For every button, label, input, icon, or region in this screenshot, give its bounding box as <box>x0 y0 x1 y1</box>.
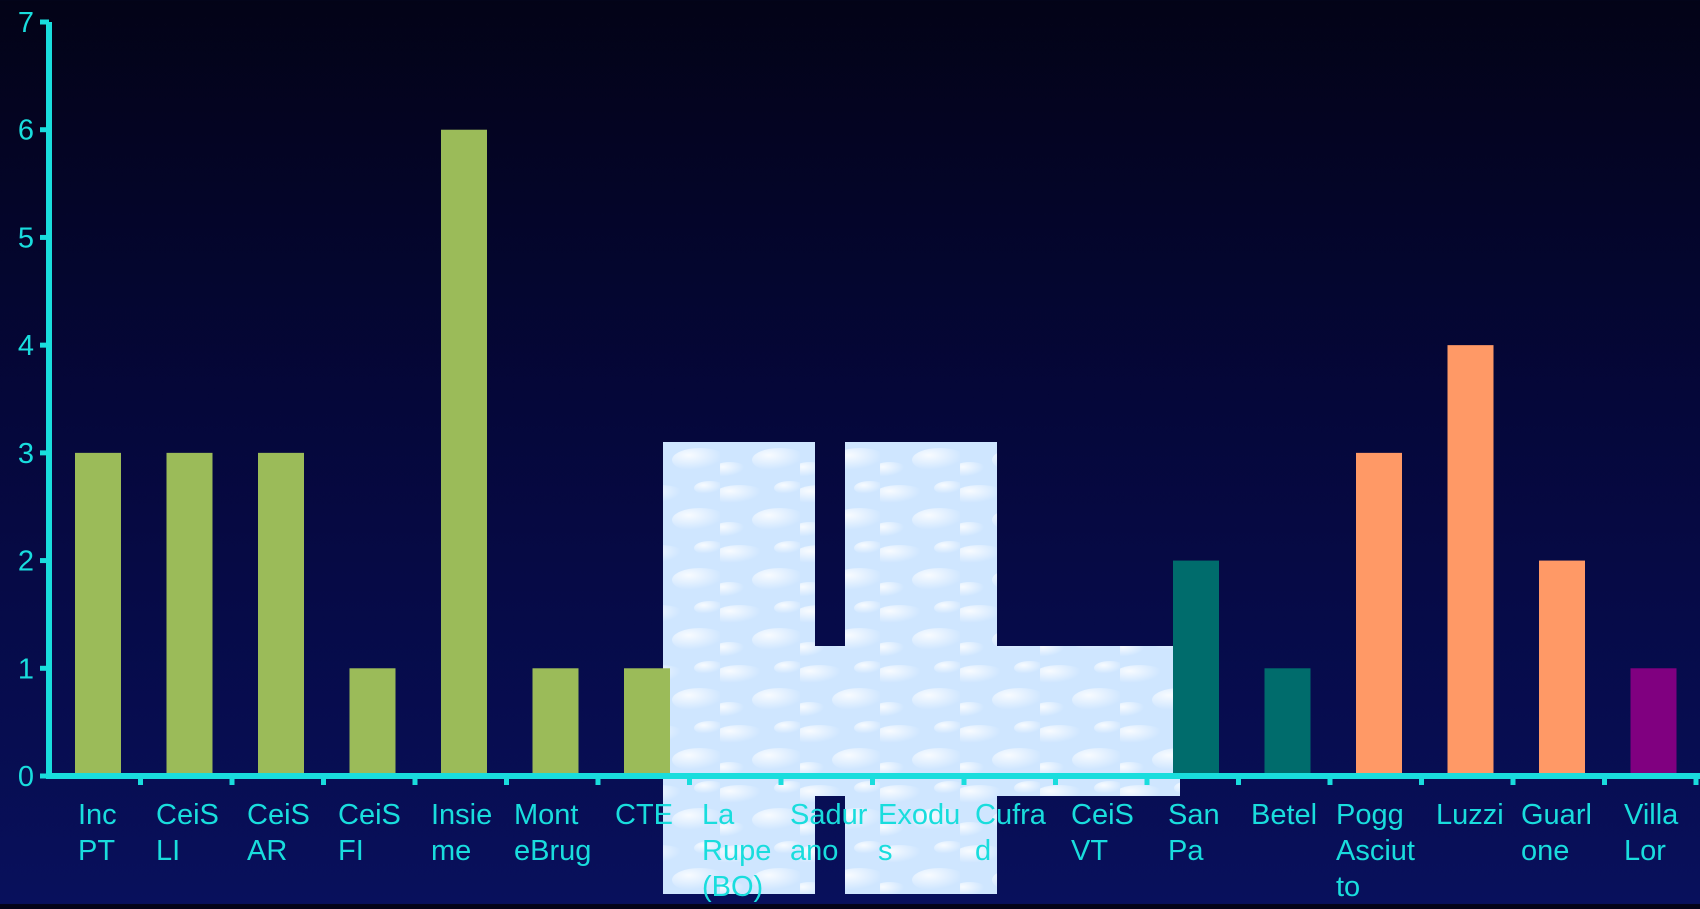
x-tick <box>1053 776 1058 785</box>
y-tick-label: 7 <box>18 7 34 39</box>
y-tick <box>40 234 49 240</box>
x-tick <box>687 776 692 785</box>
bar-18 <box>1630 668 1677 776</box>
x-tick <box>1236 776 1241 785</box>
x-tick-label: CeiS LI <box>156 799 219 867</box>
bar-17 <box>1539 560 1585 776</box>
y-tick <box>40 773 49 779</box>
y-tick <box>40 127 49 133</box>
x-tick-label: Luzzi <box>1436 799 1504 831</box>
x-tick-label: San Pa <box>1168 799 1220 867</box>
x-tick-label: Villa Lor <box>1624 799 1679 867</box>
x-tick <box>1510 776 1516 785</box>
y-tick <box>40 450 49 456</box>
x-tick <box>229 776 235 785</box>
x-tick-label: Mont eBrug <box>514 799 591 867</box>
bar-1 <box>75 452 121 776</box>
cloud-patch <box>997 646 1180 796</box>
bar-6 <box>532 668 579 776</box>
x-tick-label: CeiS AR <box>247 799 310 867</box>
x-tick-label: Pogg Asciut to <box>1336 799 1415 903</box>
x-tick-label: CeiS VT <box>1071 799 1134 867</box>
bar-13 <box>1173 560 1219 776</box>
x-tick-label: Exodu s <box>878 799 960 867</box>
y-tick-label: 6 <box>18 115 34 147</box>
x-tick <box>778 776 784 785</box>
y-tick <box>40 665 49 671</box>
x-tick <box>1419 776 1424 785</box>
x-tick-label: CeiS FI <box>338 799 401 867</box>
x-tick-label: Betel <box>1251 799 1317 831</box>
cloud-overlay <box>663 442 1180 894</box>
bar-15 <box>1356 452 1402 776</box>
x-tick <box>504 776 509 785</box>
x-tick <box>1602 776 1607 785</box>
cloud-patch <box>815 646 905 796</box>
y-tick <box>40 19 49 25</box>
bar-5 <box>441 129 487 776</box>
y-tick-label: 1 <box>18 653 34 685</box>
y-tick <box>40 342 49 348</box>
x-tick-label: Cufra d <box>975 799 1047 867</box>
x-tick <box>961 776 967 785</box>
y-tick-label: 4 <box>18 330 34 362</box>
labels: 0 1 2 3 4 5 6 7 Inc PT CeiS LI CeiS AR CeiS FI Insie me Mo… <box>18 7 1679 903</box>
y-tick-label: 5 <box>18 222 34 254</box>
bar-4 <box>349 668 396 776</box>
y-tick-label: 2 <box>18 546 34 578</box>
x-tick-label: Inc PT <box>78 799 117 867</box>
bar-2 <box>166 452 213 776</box>
x-tick <box>870 776 875 785</box>
bar-7 <box>624 668 670 776</box>
x-tick <box>1327 776 1333 785</box>
bar-3 <box>258 452 304 776</box>
x-tick-label: CTE <box>615 799 673 831</box>
axes <box>40 19 1700 785</box>
x-tick-label: Sadur ano <box>790 799 868 867</box>
x-tick <box>321 776 326 785</box>
x-tick <box>412 776 418 785</box>
bar-16 <box>1447 345 1494 776</box>
x-tick-label: Guarl one <box>1521 799 1592 867</box>
y-axis-line <box>46 22 52 779</box>
bar-14 <box>1264 668 1311 776</box>
x-tick-label: Insie me <box>431 799 492 867</box>
y-tick-label: 0 <box>18 761 34 793</box>
y-tick-label: 3 <box>18 438 34 470</box>
x-tick-label: La Rupe (BO) <box>702 799 771 903</box>
y-tick <box>40 558 49 564</box>
x-tick <box>138 776 143 785</box>
cloud-patch <box>663 442 815 894</box>
x-tick <box>595 776 601 785</box>
x-tick <box>1144 776 1150 785</box>
bars <box>75 129 1677 776</box>
x-tick <box>1693 776 1699 785</box>
